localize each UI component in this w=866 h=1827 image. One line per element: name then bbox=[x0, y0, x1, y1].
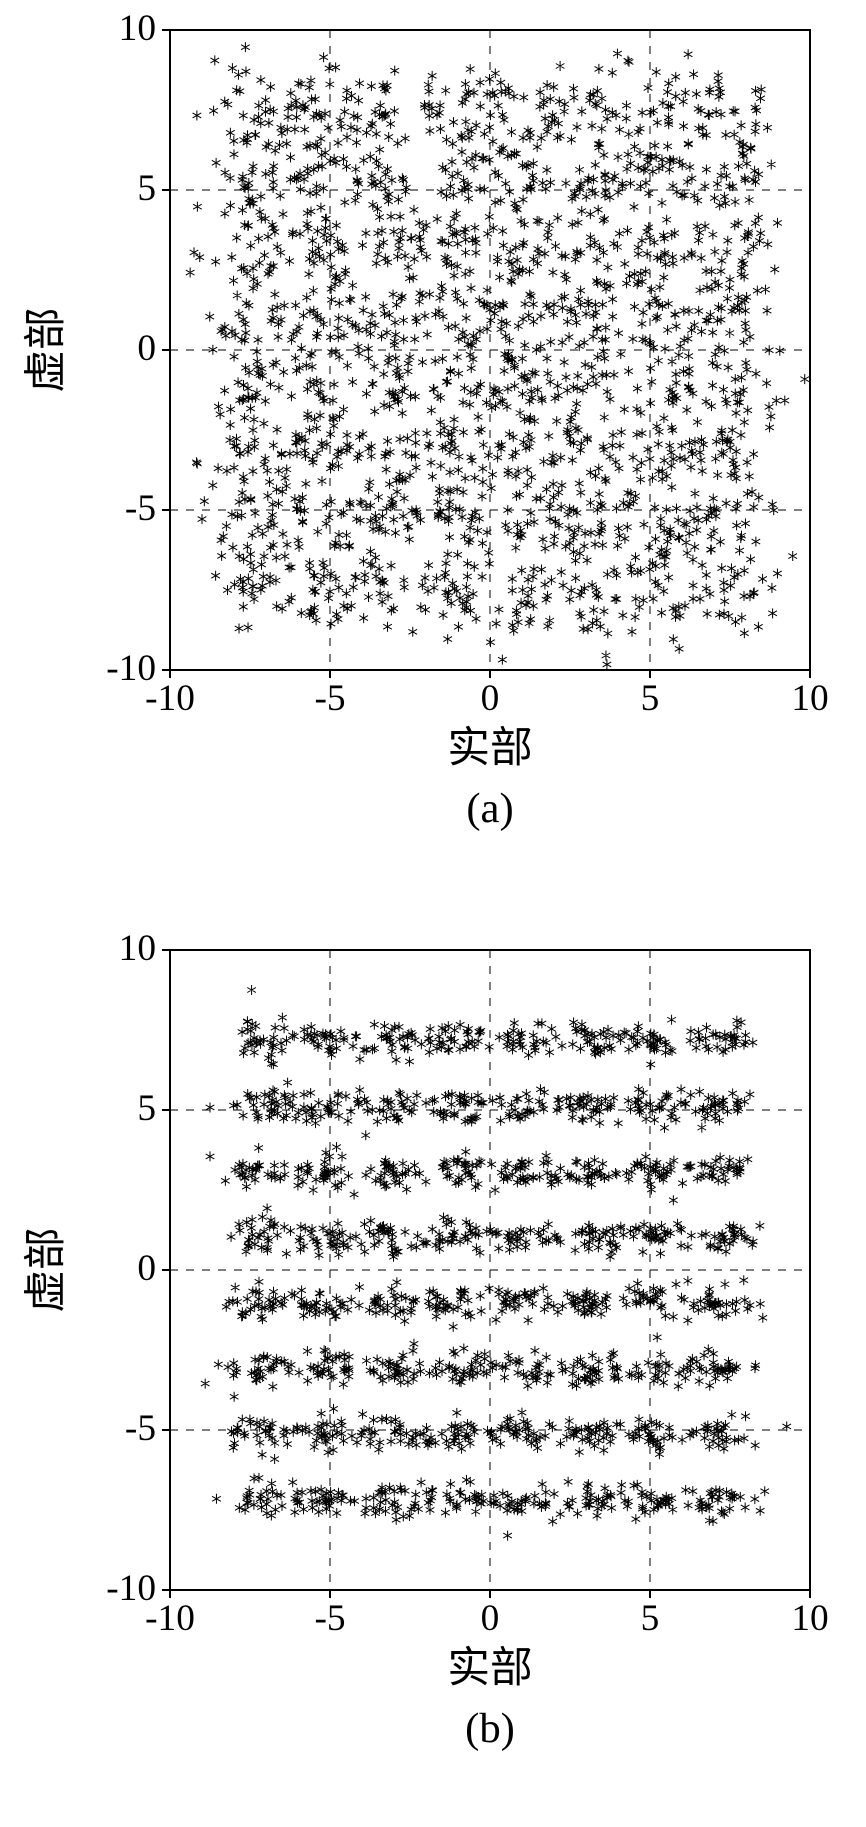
ytick-label: 0 bbox=[137, 1248, 156, 1289]
xtick-label: 5 bbox=[641, 1598, 660, 1639]
ytick-label: 5 bbox=[137, 168, 156, 209]
ytick-label: -10 bbox=[106, 648, 156, 689]
panel-b: -10-50510-10-50510实部虚部(b) bbox=[0, 920, 866, 1790]
xtick-label: 5 bbox=[641, 678, 660, 719]
xtick-label: 0 bbox=[481, 678, 500, 719]
figure-container: -10-50510-10-50510实部虚部(a)-10-50510-10-50… bbox=[0, 0, 866, 1827]
ylabel: 虚部 bbox=[23, 307, 70, 392]
ytick-label: 10 bbox=[119, 8, 156, 49]
xlabel: 实部 bbox=[447, 724, 532, 772]
ytick-label: -10 bbox=[106, 1568, 156, 1609]
xtick-label: 10 bbox=[791, 1598, 828, 1639]
ytick-label: 5 bbox=[137, 1088, 156, 1129]
xtick-label: 10 bbox=[791, 678, 828, 719]
ylabel: 虚部 bbox=[23, 1227, 70, 1312]
ytick-label: 0 bbox=[137, 328, 156, 369]
plot-svg: -10-50510-10-50510实部虚部(b) bbox=[0, 920, 866, 1790]
subplot-label: (a) bbox=[466, 785, 513, 832]
scatter-points bbox=[201, 985, 791, 1541]
xtick-label: -5 bbox=[314, 678, 345, 719]
subplot-label: (b) bbox=[465, 1705, 515, 1752]
ytick-label: -5 bbox=[125, 488, 156, 529]
ytick-label: 10 bbox=[119, 928, 156, 969]
panel-a: -10-50510-10-50510实部虚部(a) bbox=[0, 0, 866, 870]
scatter-points bbox=[186, 42, 809, 669]
xtick-label: -5 bbox=[314, 1598, 345, 1639]
xtick-label: 0 bbox=[481, 1598, 500, 1639]
ytick-label: -5 bbox=[125, 1408, 156, 1449]
xlabel: 实部 bbox=[447, 1644, 532, 1692]
plot-svg: -10-50510-10-50510实部虚部(a) bbox=[0, 0, 866, 870]
